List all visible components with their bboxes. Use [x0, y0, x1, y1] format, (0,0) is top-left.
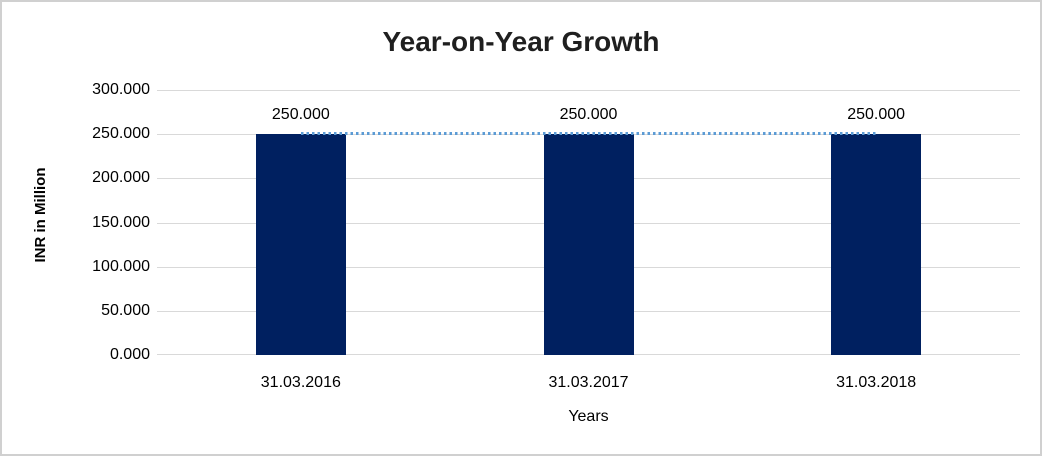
chart-title: Year-on-Year Growth	[382, 26, 660, 57]
y-tick-label: 300.000	[92, 81, 150, 98]
x-tick-label: 31.03.2017	[548, 374, 629, 391]
y-tick-label: 250.000	[92, 125, 150, 143]
x-tick-label: 31.03.2016	[260, 374, 341, 391]
bar-value-label: 250.000	[271, 106, 330, 124]
y-axis-title: INR in Million	[32, 167, 49, 263]
bar	[255, 134, 346, 355]
y-tick-label: 200.000	[92, 169, 150, 187]
x-axis-title: Years	[568, 408, 609, 425]
gridline	[157, 90, 1020, 91]
trend-line	[300, 132, 877, 136]
y-tick-label: 100.000	[92, 257, 150, 275]
bar	[543, 134, 634, 355]
bar	[831, 134, 922, 355]
y-tick-label: 0.000	[109, 346, 150, 363]
y-tick-label: 150.000	[92, 213, 150, 231]
plot-area	[157, 90, 1020, 355]
bar-value-label: 250.000	[847, 106, 906, 124]
x-tick-label: 31.03.2018	[836, 374, 917, 391]
y-tick-label: 50.000	[101, 301, 150, 319]
bar-value-label: 250.000	[559, 106, 618, 124]
